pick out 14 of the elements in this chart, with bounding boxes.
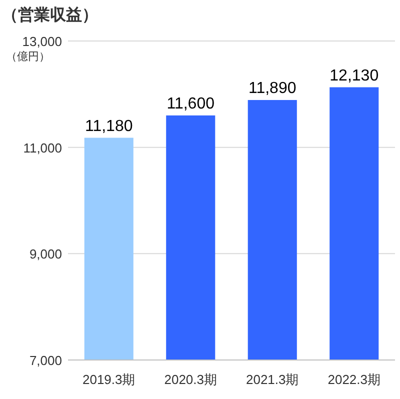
data-label: 11,600 xyxy=(166,95,215,112)
data-label: 12,130 xyxy=(330,67,379,84)
y-tick-label: 11,000 xyxy=(23,140,62,156)
data-label: 11,180 xyxy=(85,118,133,135)
x-tick-label: 2019.3期 xyxy=(82,372,136,387)
y-tick-label: 9,000 xyxy=(29,246,62,262)
x-tick-label: 2022.3期 xyxy=(328,372,381,387)
data-label: 11,890 xyxy=(248,80,296,98)
x-tick-label: 2020.3期 xyxy=(164,372,218,387)
chart-title: （営業収益） xyxy=(2,6,98,24)
y-axis-title: （億円） xyxy=(6,50,50,63)
y-tick-label: 13,000 xyxy=(22,34,62,49)
y-tick-label: 7,000 xyxy=(29,353,62,368)
x-tick-label: 2021.3期 xyxy=(246,372,299,387)
